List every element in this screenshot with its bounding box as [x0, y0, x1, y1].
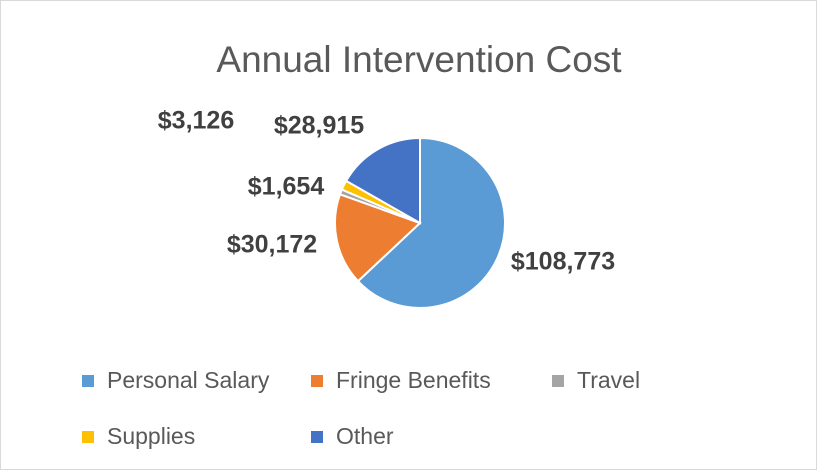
legend-swatch	[82, 431, 94, 443]
legend-swatch	[552, 375, 564, 387]
legend-label: Fringe Benefits	[336, 367, 491, 393]
legend-swatch	[82, 375, 94, 387]
data-label: $28,915	[274, 112, 364, 140]
legend-swatch	[311, 375, 323, 387]
legend-label: Personal Salary	[107, 367, 270, 393]
data-label: $3,126	[158, 107, 234, 135]
pie-slice	[344, 136, 421, 225]
legend-label: Supplies	[107, 423, 195, 449]
data-label: $1,654	[248, 173, 325, 201]
chart-title: Annual Intervention Cost	[216, 39, 622, 80]
data-label: $108,773	[511, 248, 615, 276]
data-label: $30,172	[227, 231, 317, 259]
legend-label: Other	[336, 423, 394, 449]
legend-swatch	[311, 431, 323, 443]
legend-label: Travel	[577, 367, 640, 393]
pie-slice	[356, 136, 506, 309]
